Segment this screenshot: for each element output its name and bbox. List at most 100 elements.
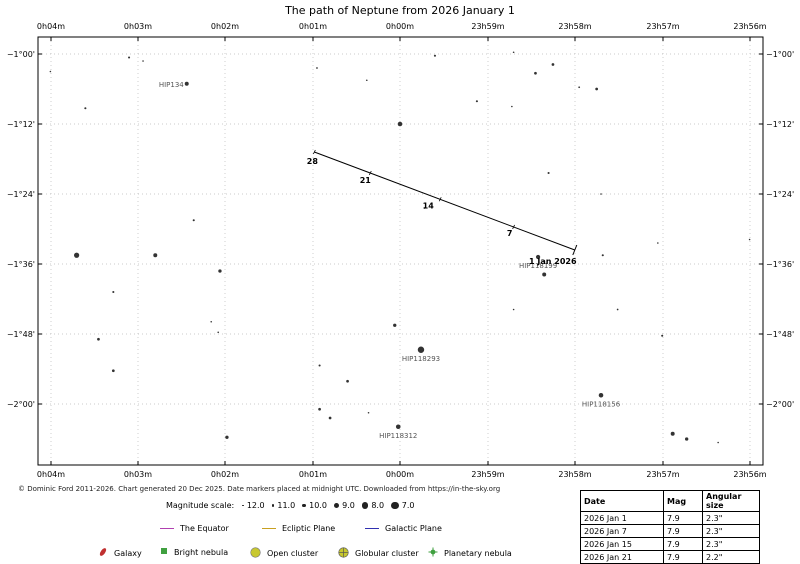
star [657, 242, 659, 244]
magnitude-scale: Magnitude scale: 12.0 11.0 10.0 9.0 8.0 7.0 [166, 501, 421, 510]
y-tick-label-left: −1°00' [7, 50, 35, 59]
magnitude-dot [271, 504, 275, 507]
star [218, 269, 222, 273]
legend-line-label: The Equator [180, 524, 229, 533]
star-label: HIP118156 [582, 400, 621, 408]
grid-lines [38, 37, 763, 465]
star [367, 411, 370, 414]
x-tick-label-bottom: 23h59m [471, 470, 504, 479]
legend-object-label: Galaxy [114, 548, 142, 558]
globular-cluster-icon [338, 547, 349, 560]
star [616, 308, 619, 311]
magnitude-label: 12.0 [246, 501, 265, 510]
path-date-label: 7 [507, 229, 513, 238]
star [84, 107, 87, 110]
star [433, 54, 437, 57]
x-tick-label-top: 23h59m [471, 22, 504, 31]
star-label: HIP118293 [402, 355, 440, 363]
magnitude-scale-item: 8.0 [361, 501, 384, 510]
y-tick-label-left: −1°48' [7, 330, 35, 339]
x-tick-label-top: 0h03m [124, 22, 152, 31]
ephemeris-row: 2026 Jan 21 7.9 2.2" [580, 550, 760, 564]
ephemeris-date-cell: 2026 Jan 21 [580, 550, 664, 564]
y-tick-label-right: −1°36' [766, 260, 794, 269]
ephemeris-mag-cell: 7.9 [663, 550, 703, 564]
y-tick-label-right: −1°24' [766, 190, 794, 199]
star [112, 290, 115, 294]
star [598, 392, 604, 398]
magnitude-label: 10.0 [309, 501, 327, 510]
star [192, 219, 195, 222]
ephemeris-mag-cell: 7.9 [663, 537, 703, 551]
x-tick-label-bottom: 0h00m [386, 470, 414, 479]
magnitude-dot [302, 503, 307, 508]
star [578, 86, 581, 89]
x-tick-label-bottom: 23h56m [733, 470, 766, 479]
x-tick-label-top: 0h00m [386, 22, 414, 31]
x-tick-label-top: 23h57m [646, 22, 679, 31]
ephemeris-header-row: Date Mag Angular size [580, 490, 760, 512]
ephemeris-date-cell: 2026 Jan 15 [580, 537, 664, 551]
y-tick-label-left: −1°36' [7, 260, 35, 269]
star [142, 60, 144, 62]
y-tick-label-right: −1°48' [766, 330, 794, 339]
magnitude-scale-label: Magnitude scale: [166, 501, 235, 510]
magnitude-scale-item: 11.0 [271, 501, 295, 510]
legend-line-label: Ecliptic Plane [282, 524, 336, 533]
legend-line-label: Galactic Plane [385, 524, 442, 533]
path-end-tick [572, 244, 578, 256]
x-tick-label-top: 0h01m [299, 22, 327, 31]
ephemeris-mag-cell: 7.9 [663, 511, 703, 525]
legend-object-item: Globular cluster [338, 547, 419, 560]
star [397, 121, 403, 127]
star [365, 79, 368, 82]
y-tick-label-left: −1°24' [7, 190, 35, 199]
path-date-tick [512, 224, 515, 230]
x-tick-label-top: 0h04m [37, 22, 65, 31]
x-tick-label-top: 23h58m [558, 22, 591, 31]
legend-line-swatch [365, 528, 379, 529]
ephemeris-row: 2026 Jan 1 7.9 2.3" [580, 511, 760, 525]
magnitude-label: 7.0 [401, 501, 415, 510]
axis-ticks: 0h04m 0h04m 0h03m 0h03m 0h02m 0h02m 0h01m 0h01m… [7, 22, 794, 479]
header-mag: Mag [663, 490, 703, 512]
ephemeris-date-cell: 2026 Jan 7 [580, 524, 664, 538]
star [316, 67, 318, 69]
magnitude-scale-item: 12.0 [242, 501, 265, 510]
x-tick-label-bottom: 0h03m [124, 470, 152, 479]
path-date-tick [438, 197, 442, 202]
star [423, 207, 426, 209]
legend-object-label: Planetary nebula [444, 548, 512, 558]
star [217, 331, 220, 334]
star [111, 369, 115, 373]
legend-object-item: Open cluster [250, 547, 318, 560]
ephemeris-row: 2026 Jan 7 7.9 2.3" [580, 524, 760, 538]
star [49, 70, 52, 73]
star-field: HIP134 HIP118199 HIP118293 HIP118156 HIP1183… [49, 51, 751, 444]
star [318, 364, 321, 367]
star [511, 105, 513, 108]
planetary-nebula-icon [428, 547, 438, 559]
ephemeris-date-cell: 2026 Jan 1 [580, 511, 664, 525]
header-angular-size: Angular size [702, 490, 760, 512]
star [128, 56, 131, 59]
star-label: HIP134 [159, 81, 184, 89]
legend-object-item: Galaxy [98, 547, 142, 559]
star [684, 437, 689, 441]
star [393, 323, 397, 327]
magnitude-scale-item: 9.0 [333, 501, 355, 510]
ephemeris-table: Date Mag Angular size 2026 Jan 1 7.9 2.3" 2… [580, 490, 760, 564]
star [551, 63, 555, 66]
legend-line-item: Ecliptic Plane [262, 524, 335, 533]
path-date-label: 21 [360, 176, 372, 185]
star [512, 308, 515, 311]
magnitude-dot [361, 502, 369, 509]
chart-title: The path of Neptune from 2026 January 1 [284, 4, 515, 17]
magnitude-scale-items: 12.0 11.0 10.0 9.0 8.0 7.0 [242, 501, 421, 510]
path-date-label: 14 [423, 201, 435, 210]
x-tick-label-bottom: 23h57m [646, 470, 679, 479]
star [153, 253, 158, 258]
legend-object-label: Open cluster [267, 549, 319, 558]
magnitude-label: 9.0 [342, 501, 355, 510]
path-date-label: 28 [307, 157, 319, 166]
